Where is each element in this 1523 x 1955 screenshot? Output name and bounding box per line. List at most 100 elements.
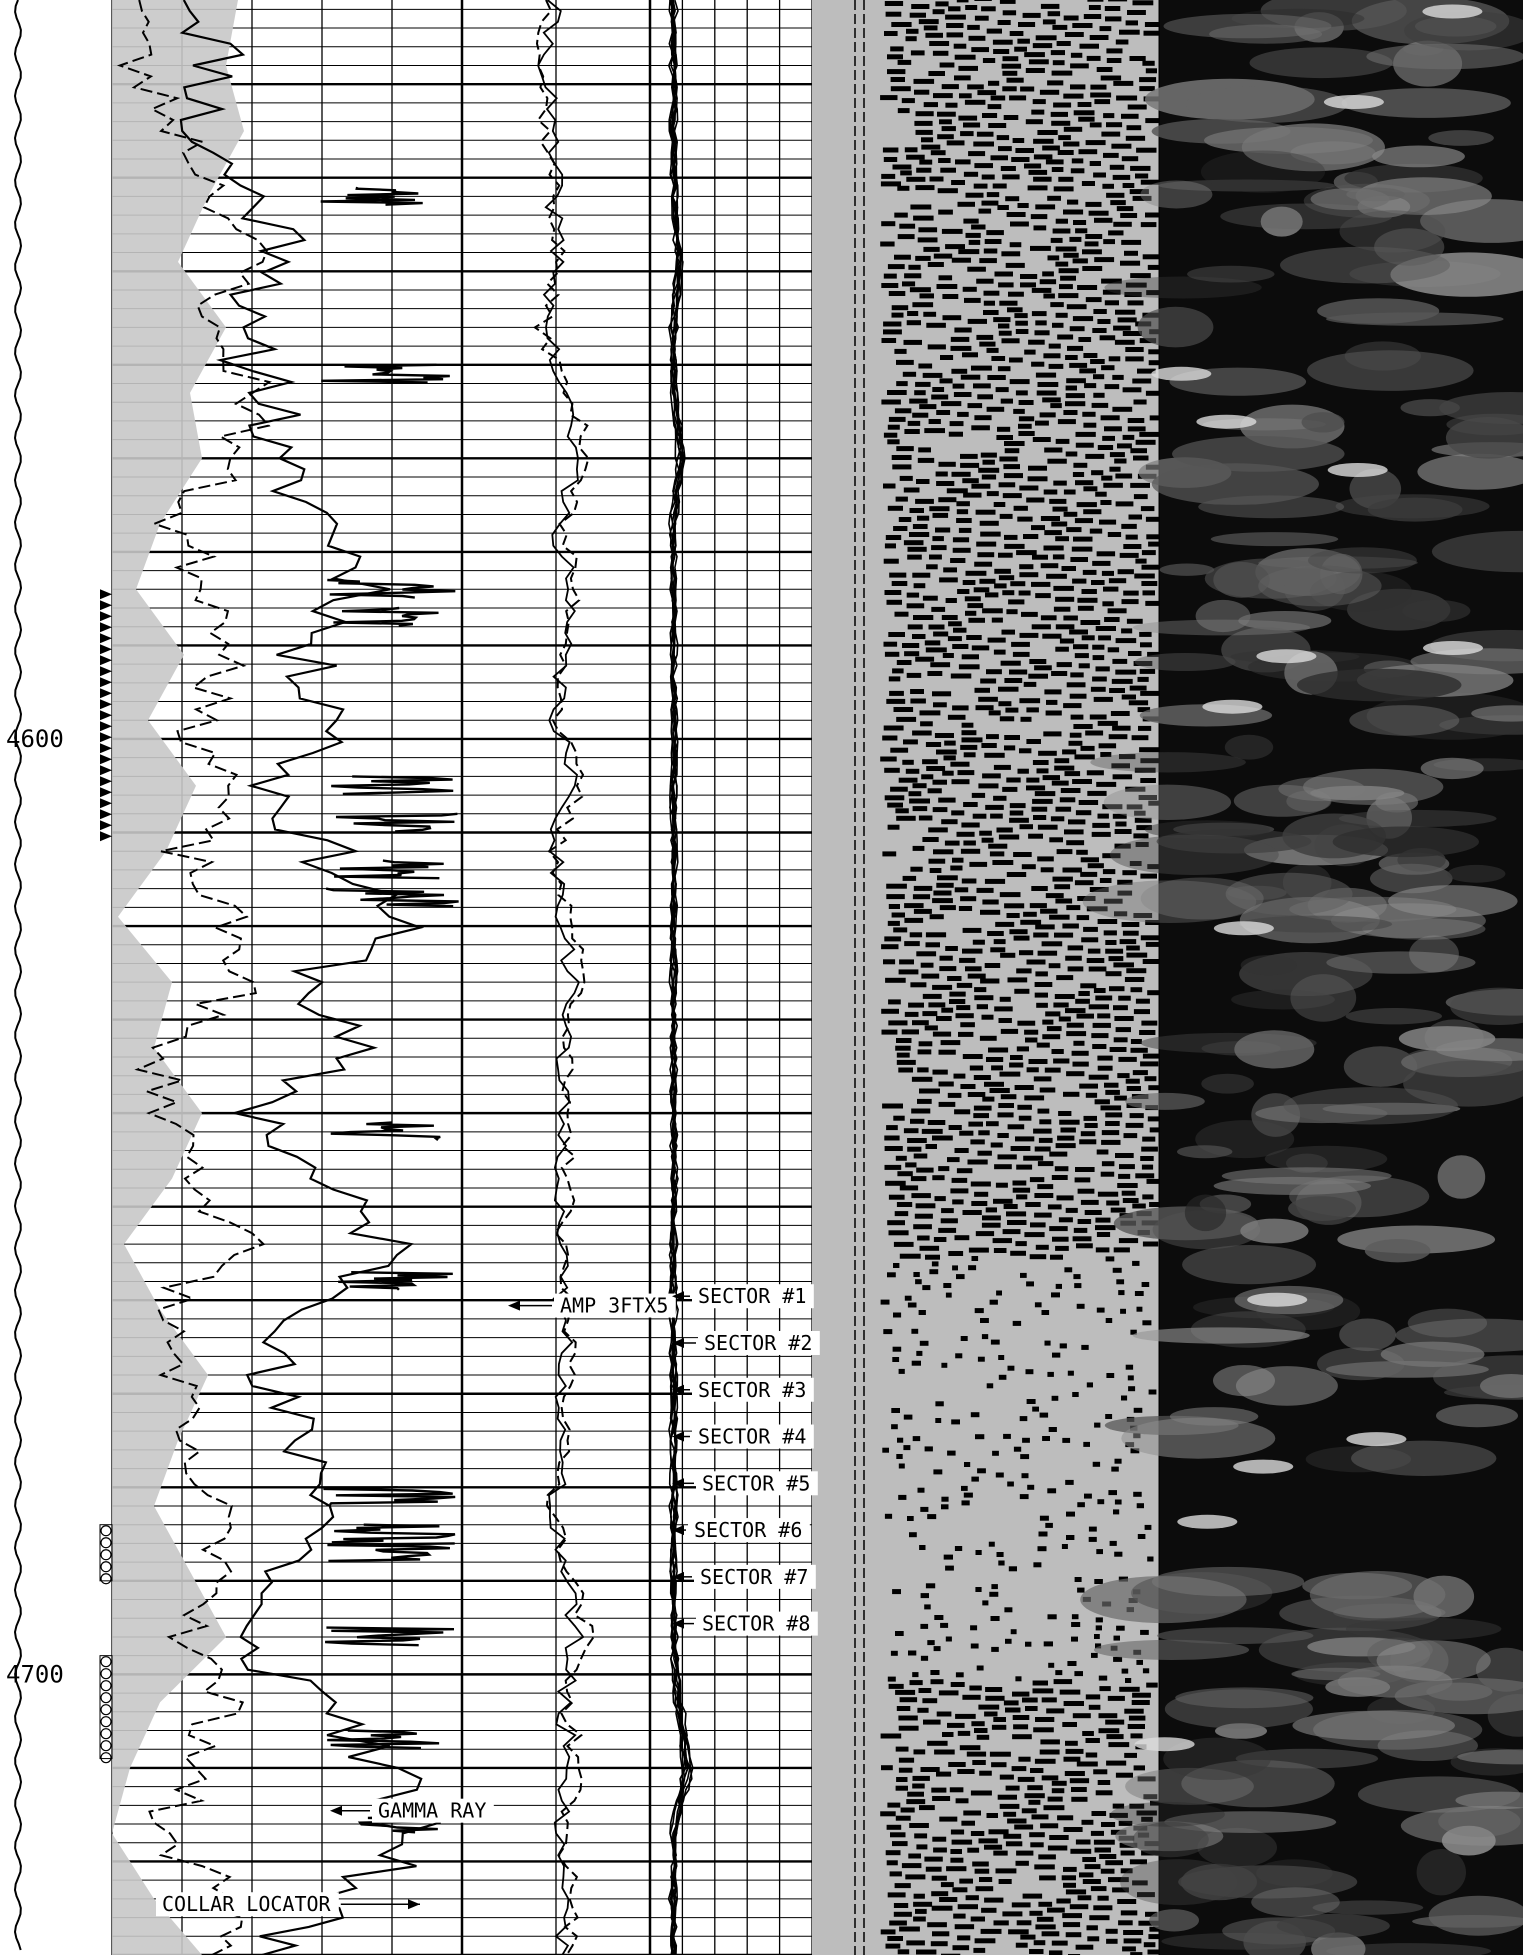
- vdl-band: [1126, 125, 1142, 131]
- vdl-band: [883, 432, 898, 438]
- vdl-band: [1003, 464, 1020, 470]
- vdl-band: [1056, 849, 1073, 855]
- vdl-band: [1077, 102, 1092, 107]
- vdl-band: [997, 1154, 1017, 1160]
- vdl-band: [1047, 80, 1064, 86]
- vdl-band: [1141, 581, 1158, 586]
- vdl-band: [1068, 740, 1083, 746]
- vdl-band: [967, 266, 986, 272]
- vdl-band: [968, 1121, 983, 1127]
- vdl-band: [962, 1210, 982, 1215]
- annotation-bg: [694, 1564, 816, 1589]
- vdl-band: [1052, 876, 1073, 882]
- vdl-band: [1030, 214, 1048, 220]
- vdl-band: [1031, 806, 1048, 812]
- vdl-band: [1031, 525, 1045, 531]
- vdl-band: [992, 860, 1014, 865]
- image-highlight: [1247, 1292, 1308, 1307]
- image-patch: [1080, 1576, 1247, 1624]
- vdl-band: [1104, 426, 1122, 432]
- image-patch: [1163, 13, 1332, 39]
- vdl-band: [905, 1162, 917, 1168]
- vdl-band: [1095, 1617, 1103, 1623]
- vdl-band: [1019, 950, 1034, 956]
- vdl-band: [1063, 1866, 1077, 1872]
- vdl-band: [1103, 152, 1119, 158]
- vdl-band: [1049, 1950, 1063, 1955]
- vdl-band: [1031, 886, 1048, 891]
- vdl-band: [1017, 1776, 1035, 1782]
- vdl-band: [1101, 278, 1122, 284]
- vdl-band: [1107, 608, 1127, 614]
- vdl-band: [1144, 1076, 1157, 1082]
- vdl-band: [1041, 1931, 1060, 1937]
- vdl-band: [1085, 1694, 1101, 1700]
- vdl-band: [1133, 1407, 1143, 1413]
- vdl-band: [1071, 1622, 1081, 1627]
- vdl-band: [1005, 1638, 1012, 1644]
- image-patch: [1159, 563, 1215, 576]
- vdl-band: [974, 995, 994, 1001]
- vdl-band: [897, 185, 910, 191]
- vdl-band: [1099, 1854, 1117, 1859]
- vdl-band: [916, 167, 932, 173]
- vdl-band: [884, 767, 900, 773]
- vdl-band: [932, 1796, 951, 1801]
- vdl-band: [906, 1799, 926, 1805]
- vdl-band: [1036, 390, 1057, 396]
- image-patch: [1215, 1723, 1267, 1739]
- vdl-band: [1088, 1074, 1109, 1080]
- vdl-band: [1140, 1629, 1149, 1635]
- vdl-band: [1024, 349, 1036, 355]
- image-patch: [1344, 341, 1421, 371]
- vdl-band: [1028, 169, 1048, 175]
- vdl-band: [1050, 403, 1062, 409]
- vdl-band: [988, 1047, 1009, 1053]
- image-patch: [1140, 180, 1213, 209]
- vdl-band: [911, 1076, 933, 1082]
- vdl-band: [880, 1733, 902, 1739]
- vdl-band: [1140, 1061, 1159, 1067]
- vdl-band: [1009, 357, 1023, 363]
- annotation-arrow: [408, 1899, 420, 1910]
- vdl-band: [1051, 120, 1071, 126]
- vdl-band: [957, 770, 975, 776]
- vdl-band: [1097, 445, 1114, 450]
- vdl-band: [1039, 1087, 1056, 1093]
- vdl-band: [1122, 1946, 1136, 1952]
- vdl-band: [1039, 412, 1056, 418]
- vdl-band: [1066, 304, 1087, 310]
- vdl-band: [948, 1251, 964, 1256]
- vdl-band: [983, 248, 998, 254]
- vdl-band: [1093, 1839, 1115, 1845]
- vdl-band: [996, 1552, 1004, 1557]
- vdl-band: [938, 275, 953, 281]
- vdl-band: [1135, 173, 1149, 179]
- vdl-band: [1027, 1484, 1035, 1490]
- vdl-band: [909, 508, 924, 513]
- vdl-band: [922, 595, 938, 601]
- image-patch: [1093, 1639, 1250, 1660]
- vdl-band: [899, 475, 913, 481]
- vdl-band: [1099, 878, 1112, 883]
- vdl-band: [982, 1600, 989, 1606]
- vdl-band: [1009, 1062, 1024, 1068]
- vdl-band: [1094, 1634, 1100, 1639]
- vdl-band: [892, 1841, 908, 1847]
- vdl-band: [1115, 669, 1137, 675]
- vdl-band: [974, 561, 993, 567]
- vdl-band: [1050, 1254, 1063, 1260]
- image-patch: [1200, 150, 1326, 193]
- vdl-band: [1130, 1952, 1143, 1955]
- vdl-band: [1033, 1128, 1052, 1134]
- vdl-band: [1069, 693, 1087, 699]
- vdl-band: [1140, 222, 1157, 228]
- gamma-fill-area: [112, 0, 244, 1955]
- vdl-band: [1042, 775, 1060, 781]
- vdl-band: [914, 1213, 933, 1219]
- vdl-band: [995, 387, 1009, 393]
- vdl-band: [949, 991, 966, 997]
- vdl-band: [894, 1211, 909, 1217]
- vdl-band: [895, 1815, 911, 1821]
- vdl-band: [920, 1593, 929, 1599]
